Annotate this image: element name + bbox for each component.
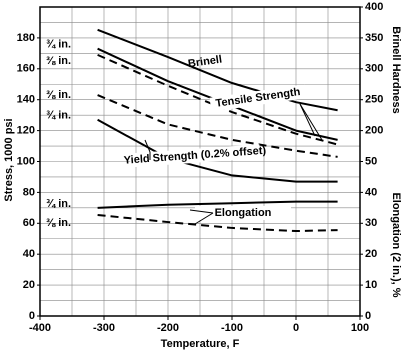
y-tick-label: 0: [29, 310, 35, 322]
series-label: ⅜ in.: [46, 217, 71, 229]
y2-tick-label: 300: [365, 63, 383, 75]
x-tick-label: -100: [221, 322, 243, 334]
x-tick-label: -300: [93, 322, 115, 334]
x-tick-label: -200: [157, 322, 179, 334]
y2-tick-label: 350: [365, 32, 383, 44]
series-label: ¾ in.: [46, 39, 71, 51]
annotation-bg: [209, 84, 307, 112]
annotation: Tensile Strength: [215, 86, 301, 110]
y-tick-label: 180: [17, 32, 35, 44]
data-line: [97, 200, 338, 209]
annotation: Yield Strength (0.2% offset): [123, 145, 266, 167]
y-tick-label: 120: [17, 125, 35, 137]
y2-tick-label: 250: [365, 94, 383, 106]
annotation-bg: [195, 206, 291, 220]
y3-axis-label: Elongation (2 in.), %: [390, 192, 402, 297]
series-label: ⅜ in.: [46, 89, 71, 101]
x-tick-label: -400: [29, 322, 51, 334]
leader-line: [189, 209, 214, 214]
data-line: [97, 118, 338, 183]
y2-axis-label: Brinell Hardness: [390, 26, 402, 113]
series-label: ¾ in.: [46, 198, 71, 210]
y-tick-label: 140: [17, 94, 35, 106]
y3-tick-label: 40: [365, 186, 377, 198]
y-axis-label: Stress, 1000 psi: [3, 118, 15, 201]
y3-tick-label: 0: [365, 310, 371, 322]
series-label: Brinell: [187, 54, 223, 71]
leader-line: [144, 139, 151, 153]
leader-line: [299, 103, 316, 137]
y-tick-label: 80: [23, 186, 35, 198]
data-line: [97, 94, 338, 158]
y3-tick-label: 20: [365, 248, 377, 260]
y-tick-label: 100: [17, 155, 35, 167]
y-tick-label: 20: [23, 279, 35, 291]
y2-tick-label: 400: [365, 1, 383, 13]
y3-tick-label: 10: [365, 279, 377, 291]
x-tick-label: 0: [293, 322, 299, 334]
y-tick-label: 160: [17, 63, 35, 75]
x-tick-label: 100: [351, 322, 369, 334]
data-line: [97, 213, 338, 233]
data-line: [97, 53, 338, 146]
x-axis-label: Temperature, F: [161, 338, 240, 350]
annotation-bg: [129, 144, 261, 168]
y2-tick-label: 200: [365, 125, 383, 137]
series-label: ¾ in.: [46, 110, 71, 122]
y3-tick-label: 50: [365, 155, 377, 167]
leader-line: [299, 103, 323, 141]
y-tick-label: 40: [23, 248, 35, 260]
y-tick-label: 60: [23, 217, 35, 229]
annotation: Elongation: [215, 207, 272, 219]
data-line: [97, 28, 338, 112]
leader-line: [194, 212, 214, 225]
y3-tick-label: 30: [365, 217, 377, 229]
series-label: ⅜ in.: [46, 55, 71, 67]
